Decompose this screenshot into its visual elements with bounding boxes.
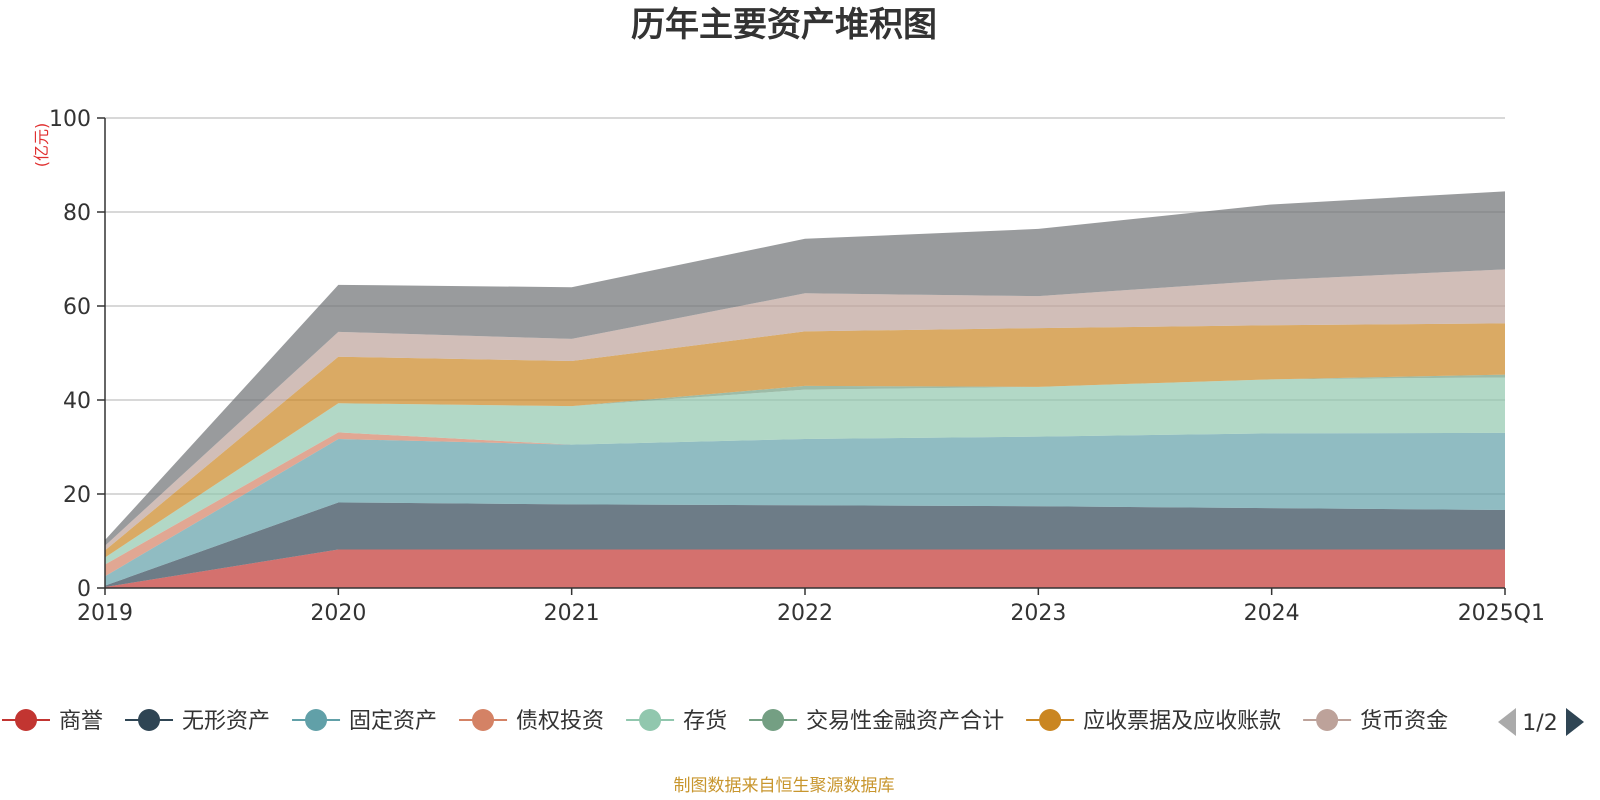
area-series-货币资金 — [105, 269, 1505, 551]
chart-title: 历年主要资产堆积图 — [631, 5, 937, 45]
area-series-无形资产 — [105, 502, 1505, 588]
legend-pager: 1/2 — [1498, 708, 1584, 736]
area-series-固定资产 — [105, 432, 1505, 586]
legend-item[interactable]: 货币资金 — [1303, 709, 1448, 734]
x-tick-label: 2021 — [544, 601, 600, 626]
legend-label: 债权投资 — [516, 709, 604, 734]
x-tick-label: 2023 — [1010, 601, 1066, 626]
legend-label: 固定资产 — [349, 709, 437, 734]
y-tick-label: 80 — [63, 201, 91, 226]
axes: 0 20 40 60 80 100 2019 2020 2021 2022 2023 2024 2025… — [49, 107, 1545, 626]
legend-label: 存货 — [683, 709, 727, 734]
legend-marker-icon — [15, 709, 37, 731]
y-tick-label: 20 — [63, 483, 91, 508]
legend-marker-icon — [472, 709, 495, 731]
legend-item[interactable]: 无形资产 — [125, 709, 270, 734]
legend-label: 商誉 — [59, 709, 103, 734]
legend-label: 无形资产 — [182, 709, 270, 734]
legend-marker-icon — [762, 709, 785, 731]
legend-item[interactable]: 交易性金融资产合计 — [749, 709, 1004, 734]
area-series-存货 — [105, 377, 1505, 565]
data-source-note: 制图数据来自恒生聚源数据库 — [674, 776, 895, 796]
legend-page-indicator: 1/2 — [1522, 711, 1557, 736]
area-series-其他 — [105, 191, 1505, 546]
x-tick-label: 2024 — [1244, 601, 1300, 626]
y-tick-label: 0 — [77, 577, 91, 602]
legend-marker-icon — [639, 709, 662, 731]
legend-item[interactable]: 存货 — [626, 709, 727, 734]
x-tick-label: 2025Q1 — [1458, 601, 1545, 626]
legend-item[interactable]: 债权投资 — [459, 709, 604, 734]
legend: 商誉 无形资产 固定资产 债权投资 存货 交易性金融资产合计 应收票据及应收账款 货币资金 — [2, 709, 1448, 734]
legend-marker-icon — [1316, 709, 1339, 731]
y-axis-unit-label: (亿元) — [32, 123, 51, 168]
legend-item[interactable]: 固定资产 — [292, 709, 437, 734]
legend-label: 应收票据及应收账款 — [1083, 709, 1281, 734]
x-tick-label: 2019 — [77, 601, 133, 626]
x-tick-label: 2022 — [777, 601, 833, 626]
stacked-areas — [105, 191, 1505, 588]
legend-next-page-icon[interactable] — [1566, 708, 1584, 736]
legend-marker-icon — [138, 709, 161, 731]
area-series-应收票据及应收账款 — [105, 323, 1505, 558]
y-tick-label: 40 — [63, 389, 91, 414]
legend-item[interactable]: 商誉 — [2, 709, 103, 734]
legend-marker-icon — [305, 709, 328, 731]
x-tick-label: 2020 — [310, 601, 366, 626]
legend-prev-page-icon[interactable] — [1498, 708, 1516, 736]
legend-marker-icon — [1039, 709, 1062, 731]
y-tick-label: 100 — [49, 107, 91, 132]
y-tick-label: 60 — [63, 295, 91, 320]
legend-label: 交易性金融资产合计 — [806, 709, 1004, 734]
legend-label: 货币资金 — [1360, 709, 1448, 734]
area-series-商誉 — [105, 549, 1505, 588]
legend-item[interactable]: 应收票据及应收账款 — [1026, 709, 1281, 734]
